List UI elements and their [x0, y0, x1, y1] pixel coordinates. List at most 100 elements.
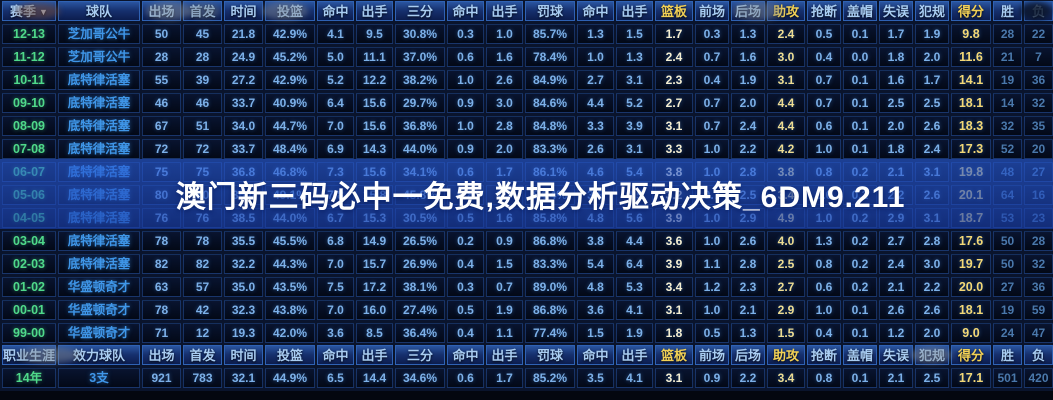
wins-cell: 21 [993, 47, 1022, 67]
col-header-fta[interactable]: 出手 [616, 345, 653, 365]
team-cell: 华盛顿奇才 [58, 323, 140, 343]
col-header-3p-pct[interactable]: 三分 [395, 345, 445, 365]
stl-cell: 1.3 [807, 231, 841, 251]
dreb-cell: 2.2 [731, 368, 765, 388]
fg-pct-cell: 42.0% [265, 323, 315, 343]
col-header-fgm[interactable]: 命中 [317, 1, 354, 21]
col-header-ast[interactable]: 助攻 [767, 345, 805, 365]
col-header-3pa[interactable]: 出手 [486, 1, 523, 21]
col-header-gs[interactable]: 首发 [183, 1, 222, 21]
tov-cell: 1.8 [879, 139, 913, 159]
tov-cell: 2.5 [879, 93, 913, 113]
col-header-3pa[interactable]: 出手 [486, 345, 523, 365]
gs-cell: 46 [183, 93, 222, 113]
pts-cell: 19.7 [951, 254, 991, 274]
col-header-team[interactable]: 效力球队 [58, 345, 140, 365]
col-header-team[interactable]: 球队 [58, 1, 140, 21]
losses-cell: 32 [1024, 93, 1053, 113]
3p-pct-cell: 29.7% [395, 93, 445, 113]
col-header-stl[interactable]: 抢断 [807, 1, 841, 21]
col-header-ft-pct[interactable]: 罚球 [525, 345, 575, 365]
col-header-oreb[interactable]: 前场 [695, 1, 729, 21]
stl-cell: 0.5 [807, 24, 841, 44]
oreb-cell: 0.3 [695, 24, 729, 44]
min-cell: 33.7 [224, 139, 263, 159]
3pm-cell: 0.3 [447, 277, 484, 297]
ft-pct-cell: 84.9% [525, 70, 575, 90]
col-header-reb[interactable]: 篮板 [655, 345, 693, 365]
team-cell: 底特律活塞 [58, 254, 140, 274]
col-header-label: 得分 [957, 4, 984, 19]
wins-cell: 52 [993, 139, 1022, 159]
col-header-pts[interactable]: 得分 [951, 345, 991, 365]
col-header-gp[interactable]: 出场 [142, 345, 181, 365]
3pa-cell: 2.8 [486, 116, 523, 136]
col-header-pts[interactable]: 得分 [951, 1, 991, 21]
col-header-fga[interactable]: 出手 [356, 1, 393, 21]
ft-pct-cell: 83.3% [525, 254, 575, 274]
col-header-min[interactable]: 时间 [224, 345, 263, 365]
oreb-cell: 1.1 [695, 254, 729, 274]
header-row: 职业生涯效力球队出场首发时间投篮命中出手三分命中出手罚球命中出手篮板前场后场助攻… [0, 344, 1053, 366]
col-header-dreb[interactable]: 后场 [731, 345, 765, 365]
oreb-cell: 1.2 [695, 277, 729, 297]
col-header-ftm[interactable]: 命中 [577, 345, 614, 365]
col-header-losses[interactable]: 负 [1024, 345, 1053, 365]
overlay-ad-banner[interactable]: 澳门新三码必中一免费,数据分析驱动决策_6DM9.211 [0, 159, 1053, 229]
col-header-fta[interactable]: 出手 [616, 1, 653, 21]
team-cell: 底特律活塞 [58, 139, 140, 159]
col-header-3pm[interactable]: 命中 [447, 345, 484, 365]
col-header-min[interactable]: 时间 [224, 1, 263, 21]
col-header-tov[interactable]: 失误 [879, 1, 913, 21]
reb-cell: 2.4 [655, 47, 693, 67]
tov-cell: 1.7 [879, 24, 913, 44]
col-header-3pm[interactable]: 命中 [447, 1, 484, 21]
col-header-label: 命中 [582, 348, 609, 363]
stl-cell: 1.0 [807, 300, 841, 320]
fta-cell: 4.1 [616, 300, 653, 320]
blk-cell: 0.1 [843, 323, 877, 343]
fg-pct-cell: 44.3% [265, 254, 315, 274]
col-header-pf[interactable]: 犯规 [915, 1, 949, 21]
col-header-fg-pct[interactable]: 投篮 [265, 345, 315, 365]
oreb-cell: 1.0 [695, 231, 729, 251]
col-header-label: 时间 [230, 348, 257, 363]
3pa-cell: 1.1 [486, 323, 523, 343]
wins-cell: 19 [993, 70, 1022, 90]
gs-cell: 51 [183, 116, 222, 136]
ast-cell: 2.7 [767, 277, 805, 297]
col-header-fgm[interactable]: 命中 [317, 345, 354, 365]
col-header-oreb[interactable]: 前场 [695, 345, 729, 365]
fgm-cell: 7.0 [317, 116, 354, 136]
tov-cell: 2.7 [879, 231, 913, 251]
blk-cell: 0.2 [843, 277, 877, 297]
col-header-wins[interactable]: 胜 [993, 345, 1022, 365]
col-header-fga[interactable]: 出手 [356, 345, 393, 365]
col-header-reb[interactable]: 篮板 [655, 1, 693, 21]
blur-smudge [262, 2, 308, 20]
col-header-ft-pct[interactable]: 罚球 [525, 1, 575, 21]
pf-cell: 1.7 [915, 70, 949, 90]
gp-cell: 63 [142, 277, 181, 297]
3pa-cell: 2.0 [486, 139, 523, 159]
col-header-ftm[interactable]: 命中 [577, 1, 614, 21]
wins-cell: 32 [993, 116, 1022, 136]
gp-cell: 50 [142, 24, 181, 44]
fgm-cell: 5.2 [317, 70, 354, 90]
col-header-tov[interactable]: 失误 [879, 345, 913, 365]
team-cell: 芝加哥公牛 [58, 47, 140, 67]
col-header-wins[interactable]: 胜 [993, 1, 1022, 21]
col-header-stl[interactable]: 抢断 [807, 345, 841, 365]
col-header-gs[interactable]: 首发 [183, 345, 222, 365]
col-header-blk[interactable]: 盖帽 [843, 1, 877, 21]
fgm-cell: 6.4 [317, 93, 354, 113]
blur-smudge [733, 2, 783, 20]
3pa-cell: 0.9 [486, 231, 523, 251]
pts-cell: 18.1 [951, 93, 991, 113]
pf-cell: 2.5 [915, 93, 949, 113]
blk-cell: 0.2 [843, 254, 877, 274]
ftm-cell: 1.3 [577, 24, 614, 44]
col-header-3p-pct[interactable]: 三分 [395, 1, 445, 21]
fta-cell: 5.3 [616, 277, 653, 297]
col-header-blk[interactable]: 盖帽 [843, 345, 877, 365]
